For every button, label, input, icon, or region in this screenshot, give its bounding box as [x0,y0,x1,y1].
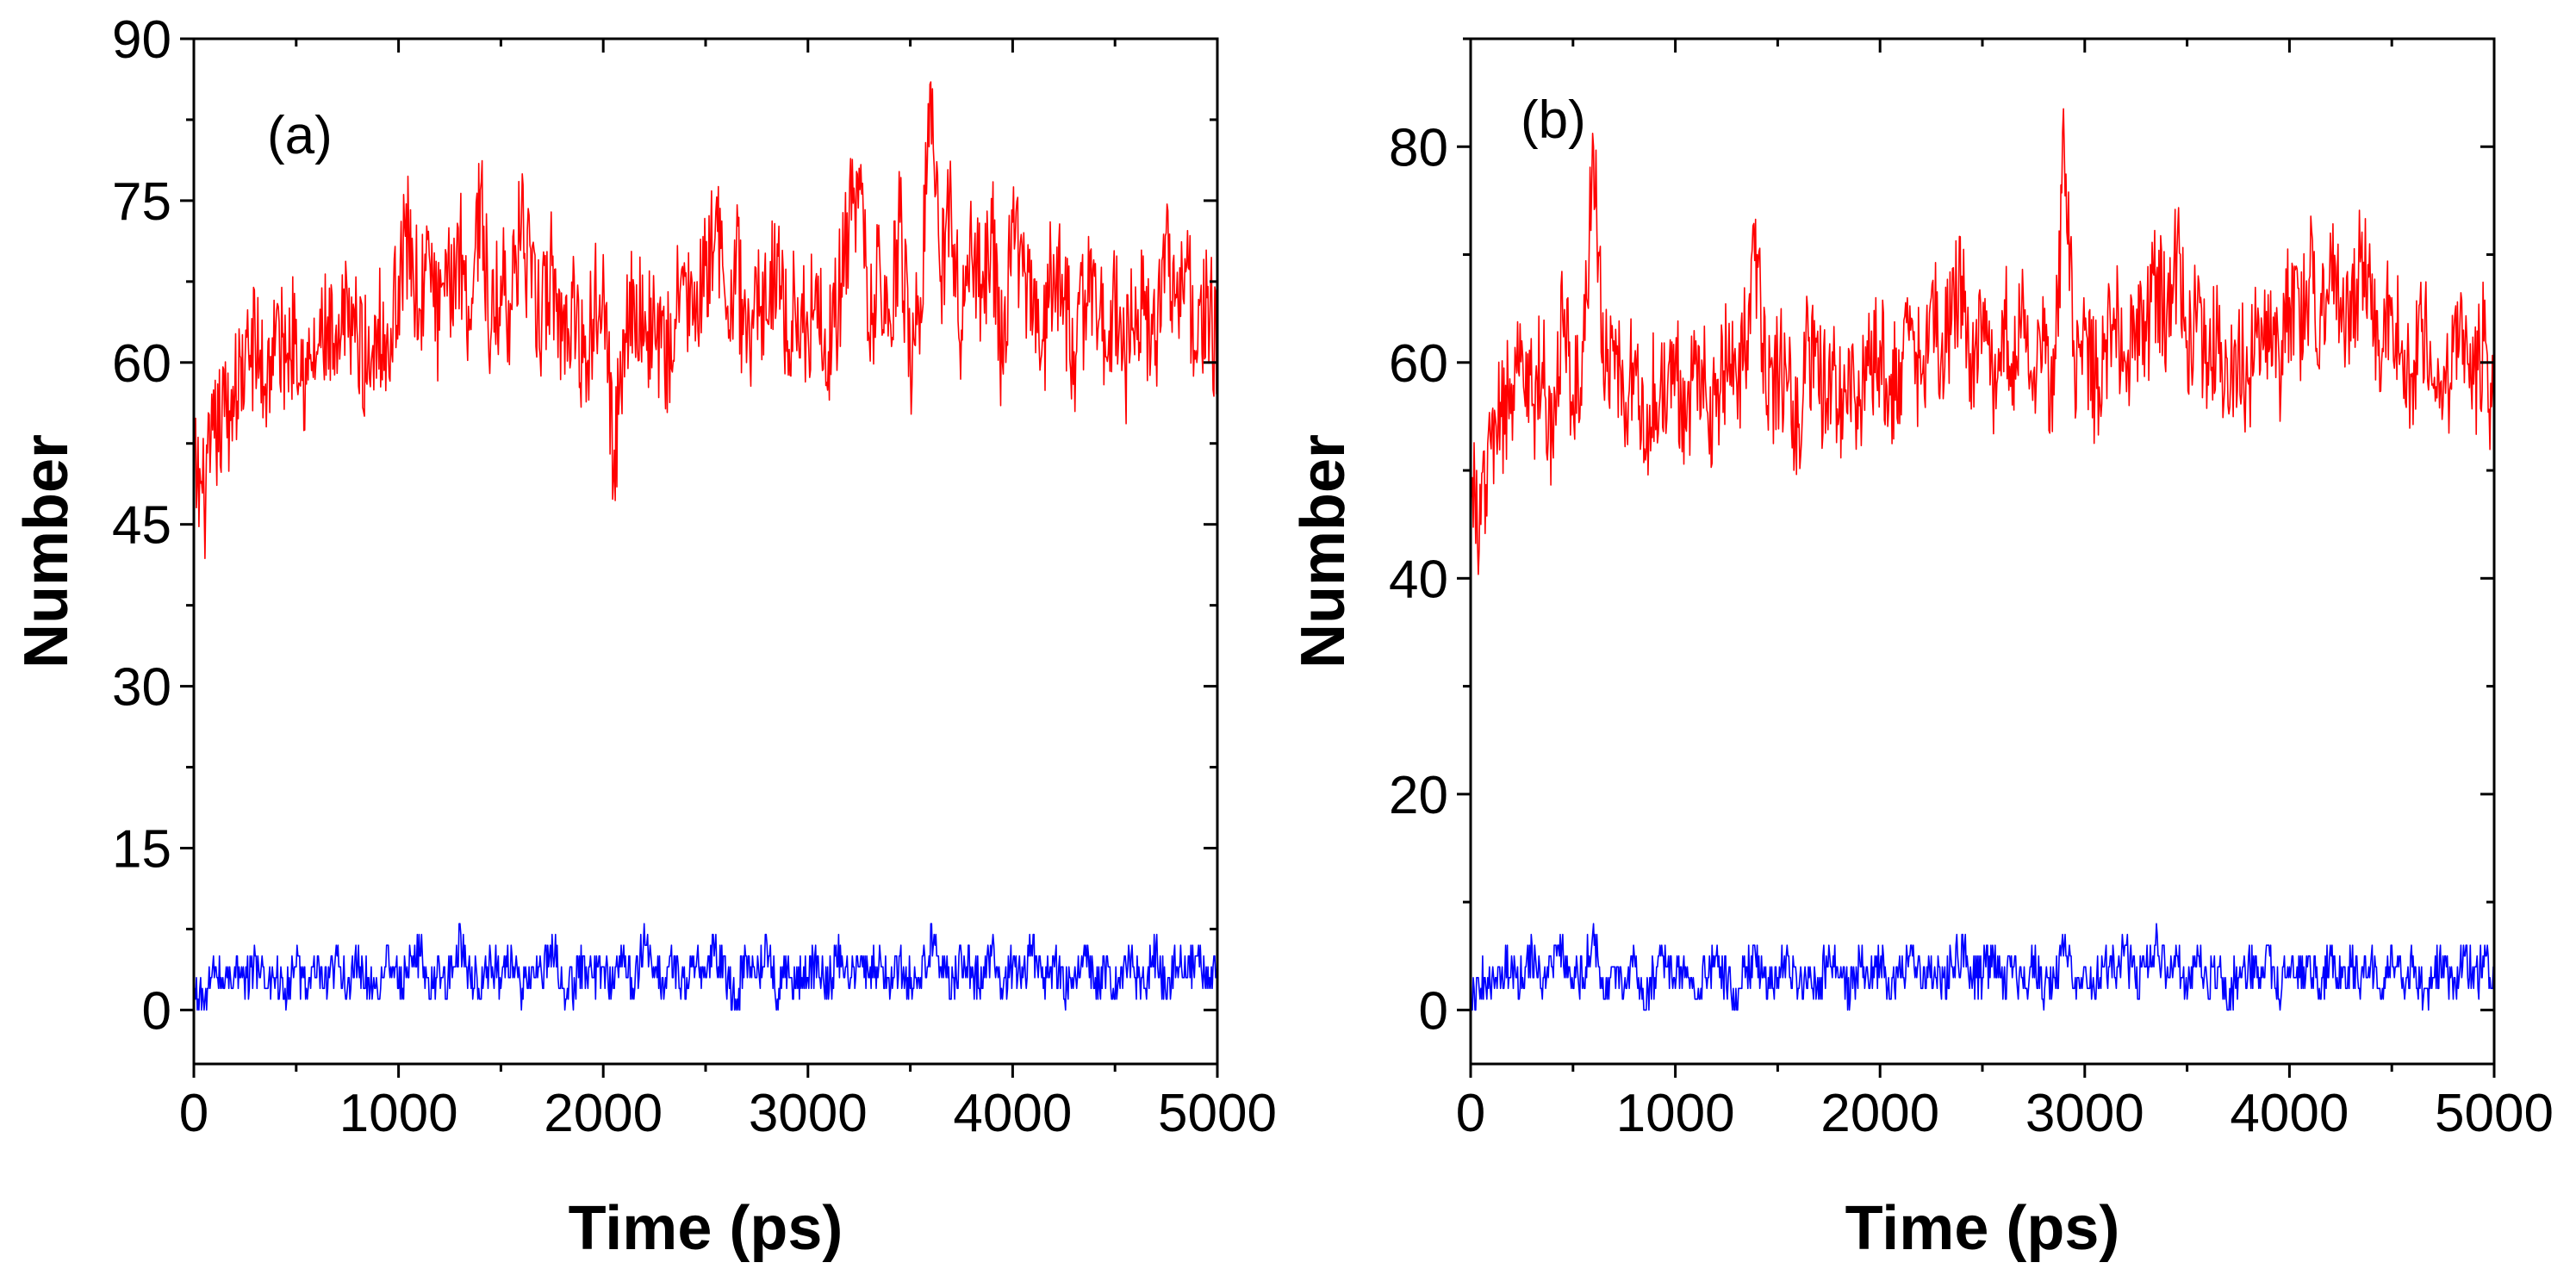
x-tick-label-a: 5000 [1158,1084,1277,1143]
y-tick-label-b: 40 [1389,550,1448,609]
y-tick-label-b: 0 [1419,981,1448,1041]
plot-frame-b [1469,37,2496,1066]
x-tick-label-a: 0 [179,1084,208,1143]
x-axis-title-a: Time (ps) [569,1194,843,1263]
y-tick-label-a: 75 [112,172,171,232]
x-tick-label-a: 2000 [544,1084,663,1143]
series-line-red-a [193,81,1218,560]
panel-b: (b) Time (ps) Number 0 1000 2000 3000 4000 50… [1289,37,2554,1263]
x-tick-label-b: 4000 [2230,1084,2349,1143]
y-tick-label-a: 30 [112,658,171,718]
y-tick-label-b: 60 [1389,334,1448,394]
y-tick-label-a: 60 [112,334,171,394]
x-tick-label-b: 5000 [2435,1084,2554,1143]
x-axis-title-b: Time (ps) [1845,1194,2120,1263]
series-line-blue-b [1470,923,2495,1011]
panel-a: (a) Time (ps) Number 0 1000 2000 3000 4000 50… [12,10,1277,1263]
y-tick-label-a: 15 [112,819,171,879]
x-tick-label-b: 1000 [1616,1084,1735,1143]
y-tick-label-a: 45 [112,496,171,556]
x-tick-label-b: 0 [1456,1084,1485,1143]
y-tick-label-a: 0 [142,981,171,1041]
panel-label-b: (b) [1521,90,1586,150]
series-line-red-b [1470,108,2495,575]
x-tick-label-a: 3000 [749,1084,868,1143]
x-tick-label-b: 3000 [2025,1084,2144,1143]
panel-label-a: (a) [267,106,333,165]
y-axis-title-a: Number [12,434,81,669]
plot-frame-a [192,37,1219,1066]
series-line-blue-a [193,923,1218,1011]
y-axis-title-b: Number [1289,434,1358,669]
x-tick-label-a: 1000 [339,1084,458,1143]
x-tick-label-a: 4000 [953,1084,1072,1143]
y-tick-label-b: 80 [1389,118,1448,177]
x-tick-label-b: 2000 [1820,1084,1939,1143]
y-tick-label-a: 90 [112,10,171,70]
y-tick-label-b: 20 [1389,766,1448,825]
